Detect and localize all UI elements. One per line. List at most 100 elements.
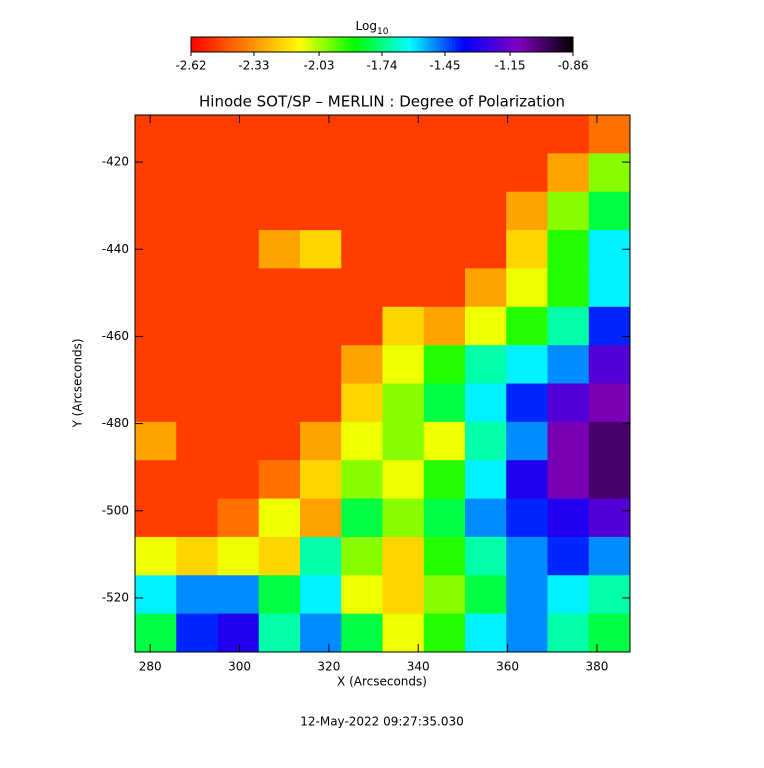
heatmap-cell [341, 613, 383, 653]
colorbar-segment [226, 37, 230, 52]
colorbar-segment [490, 37, 494, 52]
colorbar-segment [467, 37, 472, 52]
colorbar-segment [560, 37, 564, 52]
heatmap-cell [300, 613, 342, 653]
colorbar-segment [235, 37, 240, 52]
colorbar-segment [219, 37, 224, 52]
heatmap-cell [258, 383, 301, 423]
colorbar-segment [528, 37, 533, 52]
heatmap-cell [547, 498, 590, 538]
heatmap-cell [135, 153, 177, 193]
heatmap-cell [176, 421, 218, 461]
heatmap-cell [135, 191, 177, 231]
colorbar-segment [525, 37, 529, 52]
colorbar-segment [531, 37, 536, 52]
heatmap-cell [258, 345, 301, 384]
heatmap-cell [382, 421, 425, 461]
colorbar-segment [452, 37, 456, 52]
colorbar-segment [245, 37, 249, 52]
colorbar-tick-label: -2.03 [304, 59, 335, 73]
colorbar-segment [375, 37, 380, 52]
colorbar-segment [420, 37, 424, 52]
heatmap-cell [258, 268, 301, 308]
colorbar-segment [321, 37, 326, 52]
heatmap-cell [506, 230, 548, 269]
heatmap-cell [465, 345, 507, 384]
colorbar-segment [372, 37, 377, 52]
colorbar-segment [337, 37, 342, 52]
y-tick-label: -480 [102, 416, 129, 430]
heatmap-cell [176, 191, 218, 231]
colorbar-segment [544, 37, 549, 52]
colorbar-segment [397, 37, 402, 52]
y-tick-label: -420 [102, 155, 129, 169]
heatmap-cell [217, 460, 260, 500]
colorbar-segment [541, 37, 545, 52]
heatmap-cell [588, 536, 631, 576]
heatmap-cell [547, 306, 590, 346]
colorbar-segment [366, 37, 370, 52]
heatmap-cell [588, 421, 631, 461]
heatmap-cell [588, 153, 631, 193]
chart-title: Hinode SOT/SP – MERLIN : Degree of Polar… [199, 93, 565, 111]
heatmap-cell [506, 153, 548, 193]
colorbar-segment [439, 37, 443, 52]
heatmap-cell [217, 613, 260, 653]
heatmap-cell [423, 383, 466, 423]
heatmap-cell [547, 575, 590, 615]
colorbar-tick-label: -2.62 [175, 59, 206, 73]
colorbar-segment [550, 37, 555, 52]
heatmap-cell [300, 421, 342, 461]
heatmap-cell [382, 383, 425, 423]
heatmap-cell [300, 115, 342, 154]
heatmap-cell [341, 536, 383, 576]
colorbar-segment [471, 37, 475, 52]
heatmap-cell [465, 421, 507, 461]
colorbar-segment [401, 37, 405, 52]
colorbar-segment [518, 37, 523, 52]
colorbar-segment [343, 37, 348, 52]
colorbar-tick-label: -1.74 [366, 59, 397, 73]
colorbar-segment [232, 37, 237, 52]
heatmap-cell [588, 498, 631, 538]
heatmap-cell [300, 268, 342, 308]
colorbar-segment [257, 37, 262, 52]
colorbar-segment [299, 37, 303, 52]
heatmap-cell [465, 115, 507, 154]
colorbar-segment [534, 37, 539, 52]
colorbar-segment [388, 37, 393, 52]
heatmap-cell [176, 115, 218, 154]
colorbar-segment [455, 37, 459, 52]
heatmap-cell [135, 345, 177, 384]
heatmap-cell [547, 115, 590, 154]
colorbar-segment [512, 37, 517, 52]
heatmap-cell [135, 383, 177, 423]
colorbar-segment [496, 37, 501, 52]
colorbar-segment [448, 37, 453, 52]
heatmap-cell [176, 383, 218, 423]
heatmap-cell [176, 536, 218, 576]
colorbar-segment [353, 37, 358, 52]
colorbar-segment [308, 37, 313, 52]
colorbar-segment [273, 37, 278, 52]
colorbar-segment [391, 37, 396, 52]
colorbar-segment [436, 37, 440, 52]
heatmap-cell [217, 306, 260, 346]
heatmap-cell [300, 153, 342, 193]
colorbar-tick-label: -2.33 [238, 59, 269, 73]
colorbar-segment [359, 37, 364, 52]
x-tick-label: 360 [496, 660, 519, 674]
heatmap-cell [217, 383, 260, 423]
colorbar-segment [509, 37, 514, 52]
heatmap-cell [588, 613, 631, 653]
heatmap-cell [300, 306, 342, 346]
heatmap-cell [588, 268, 631, 308]
heatmap-cell [506, 613, 548, 653]
colorbar-segment [280, 37, 284, 52]
heatmap-cell [135, 115, 177, 154]
colorbar-segment [194, 37, 198, 52]
heatmap-cell [258, 230, 301, 269]
colorbar-segment [474, 37, 478, 52]
heatmap-cell [382, 575, 425, 615]
